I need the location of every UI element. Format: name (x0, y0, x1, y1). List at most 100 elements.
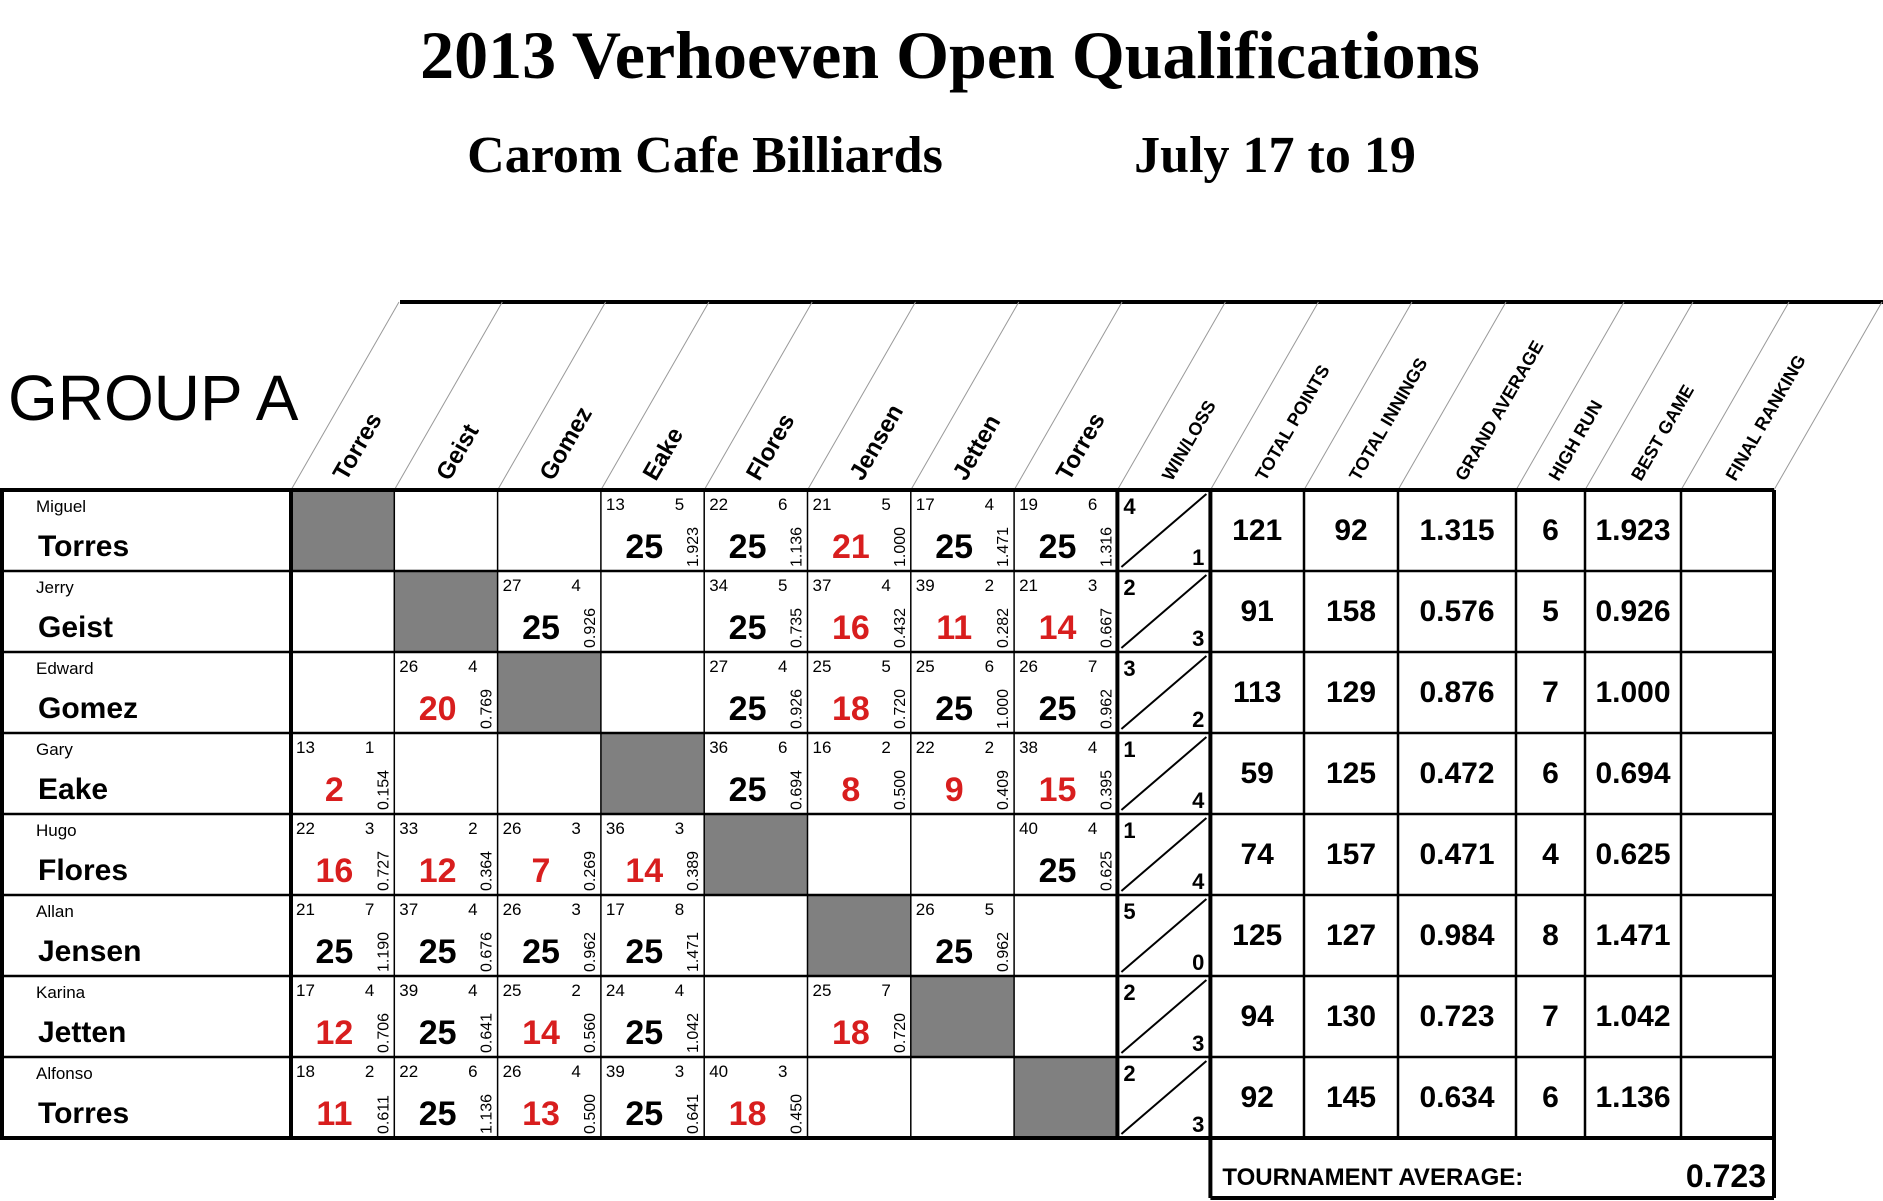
total-innings: 127 (1326, 919, 1376, 952)
title: 2013 Verhoeven Open Qualifications (420, 17, 1480, 93)
game-points: 14 (1039, 609, 1077, 647)
game-average: 0.389 (685, 851, 702, 891)
high-run: 5 (881, 495, 890, 514)
high-run: 5 (985, 900, 994, 919)
header-diagonal (393, 301, 503, 491)
high-run: 2 (571, 981, 580, 1000)
innings: 26 (399, 657, 418, 676)
high-run: 4 (1088, 819, 1097, 838)
innings: 26 (503, 1062, 522, 1081)
game-points: 25 (935, 933, 973, 971)
innings: 39 (916, 576, 935, 595)
high-run: 2 (365, 1062, 374, 1081)
wins: 3 (1123, 656, 1135, 681)
losses: 3 (1192, 626, 1204, 651)
losses: 4 (1192, 869, 1205, 894)
total-innings: 129 (1326, 676, 1376, 709)
game-average: 0.962 (582, 932, 599, 972)
best-game: 0.926 (1595, 595, 1670, 628)
game-points: 8 (841, 771, 860, 809)
game-average: 0.625 (1098, 851, 1115, 891)
high-run: 4 (468, 900, 477, 919)
total-innings: 145 (1326, 1081, 1376, 1114)
innings: 25 (813, 981, 832, 1000)
opponent-header: Geist (431, 420, 484, 485)
innings: 17 (606, 900, 625, 919)
stat-header: TOTAL INNINGS (1345, 354, 1431, 484)
total-points: 113 (1233, 676, 1281, 709)
first-name: Jerry (36, 578, 74, 597)
game-average: 1.923 (685, 527, 702, 567)
innings: 37 (813, 576, 832, 595)
innings: 37 (399, 900, 418, 919)
high-run: 7 (365, 900, 374, 919)
high-run: 7 (1088, 657, 1097, 676)
game-average: 0.500 (892, 770, 909, 810)
high-run: 1 (365, 738, 374, 757)
header-diagonal (1397, 301, 1507, 491)
game-points: 20 (419, 690, 457, 728)
losses: 3 (1192, 1112, 1204, 1137)
wins: 5 (1123, 899, 1135, 924)
total-points: 92 (1241, 1081, 1274, 1114)
last-name: Geist (38, 611, 113, 644)
game-points: 25 (315, 933, 353, 971)
best-game: 1.923 (1595, 514, 1670, 547)
stat-header: GRAND AVERAGE (1451, 337, 1547, 484)
grand-average: 0.876 (1419, 676, 1494, 709)
total-innings: 92 (1334, 514, 1367, 547)
win-loss-divider (1120, 655, 1208, 730)
game-points: 25 (935, 690, 973, 728)
blocked-cell (910, 976, 1015, 1057)
game-average: 0.409 (995, 770, 1012, 810)
tournament-average-label: TOURNAMENT AVERAGE: (1222, 1164, 1523, 1191)
first-name: Gary (36, 740, 73, 759)
game-points: 11 (936, 609, 972, 647)
game-points: 14 (522, 1014, 560, 1052)
win-loss-divider (1120, 898, 1208, 973)
game-points: 25 (522, 933, 560, 971)
game-points: 25 (729, 528, 767, 566)
game-average: 1.136 (789, 527, 806, 567)
header-diagonal (1209, 301, 1319, 491)
game-average: 1.042 (685, 1013, 702, 1053)
total-innings: 158 (1326, 595, 1376, 628)
stat-header: WIN/LOSS (1158, 397, 1220, 484)
win-loss-divider (1120, 979, 1208, 1054)
game-average: 0.926 (789, 689, 806, 729)
first-name: Hugo (36, 821, 77, 840)
high-run: 3 (675, 1062, 684, 1081)
high-run: 3 (571, 900, 580, 919)
blocked-cell (291, 490, 395, 571)
game-points: 25 (625, 933, 663, 971)
game-points: 13 (522, 1095, 560, 1133)
game-average: 0.500 (582, 1094, 599, 1134)
game-points: 25 (1039, 852, 1077, 890)
game-average: 0.962 (1098, 689, 1115, 729)
last-name: Jensen (38, 935, 141, 968)
game-average: 0.962 (995, 932, 1012, 972)
game-average: 1.316 (1098, 527, 1115, 567)
win-loss-divider (1120, 736, 1208, 811)
game-average: 0.720 (892, 1013, 909, 1053)
opponent-header: Jetten (948, 410, 1007, 485)
high-run: 3 (778, 1062, 787, 1081)
grand-average: 0.634 (1419, 1081, 1494, 1114)
innings: 26 (916, 900, 935, 919)
innings: 33 (399, 819, 418, 838)
best-game: 0.694 (1595, 757, 1670, 790)
game-points: 16 (832, 609, 870, 647)
innings: 19 (1019, 495, 1038, 514)
game-points: 18 (832, 1014, 870, 1052)
total-points: 59 (1241, 757, 1274, 790)
game-average: 1.000 (892, 527, 909, 567)
header-diagonal (703, 301, 813, 491)
high-run: 6 (1542, 757, 1559, 790)
game-average: 0.432 (892, 608, 909, 648)
innings: 22 (399, 1062, 418, 1081)
losses: 2 (1192, 707, 1204, 732)
high-run: 4 (1088, 738, 1097, 757)
innings: 34 (709, 576, 728, 595)
innings: 36 (606, 819, 625, 838)
